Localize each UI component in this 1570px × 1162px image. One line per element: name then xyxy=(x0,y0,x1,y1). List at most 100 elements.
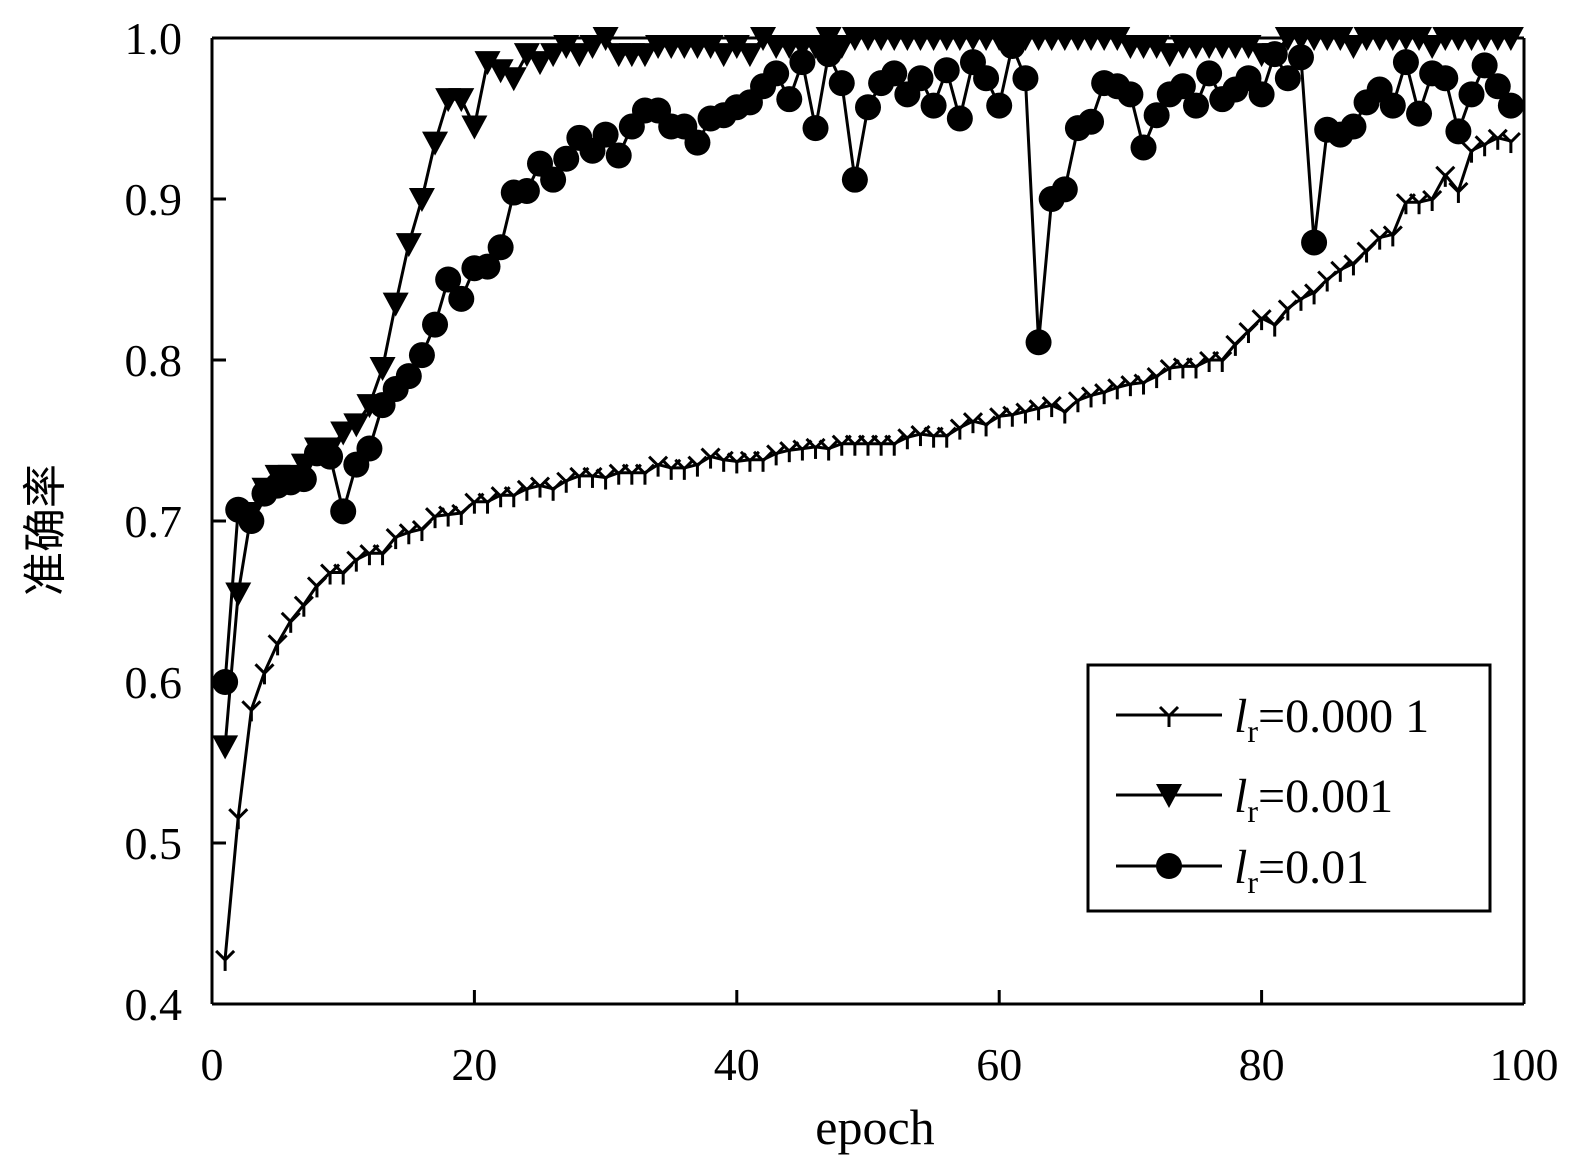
y-tick-label: 0.5 xyxy=(125,818,183,869)
data-point xyxy=(477,492,498,514)
data-point xyxy=(1274,65,1301,92)
data-point xyxy=(1484,73,1511,100)
data-point xyxy=(802,35,829,60)
data-point xyxy=(317,443,344,470)
data-point xyxy=(408,342,435,369)
data-point xyxy=(527,51,553,76)
data-point xyxy=(212,669,239,695)
data-point xyxy=(841,166,868,193)
data-point xyxy=(385,528,406,550)
x-tick-label: 40 xyxy=(714,1039,760,1090)
data-point xyxy=(1225,334,1246,356)
data-point xyxy=(330,421,357,446)
series-line xyxy=(223,36,1511,747)
data-point xyxy=(212,735,239,760)
data-point xyxy=(1474,135,1495,157)
data-point xyxy=(828,70,855,97)
x-axis-title: epoch xyxy=(815,1099,934,1155)
data-point xyxy=(752,450,774,472)
data-point xyxy=(986,92,1013,119)
data-point xyxy=(1012,65,1039,92)
data-point xyxy=(513,43,540,68)
data-point xyxy=(582,466,603,488)
data-point xyxy=(461,115,488,140)
data-point xyxy=(1143,102,1170,129)
data-point xyxy=(487,234,514,261)
data-point xyxy=(726,452,747,474)
y-tick-label: 0.6 xyxy=(125,657,183,708)
legend-label: lr=0.01 xyxy=(1234,841,1369,900)
data-point xyxy=(1264,315,1285,337)
y-tick-label: 1.0 xyxy=(125,13,183,64)
data-point xyxy=(225,582,252,607)
data-point xyxy=(1356,241,1377,263)
data-point xyxy=(881,60,908,87)
data-point xyxy=(1146,367,1167,389)
data-point xyxy=(1133,373,1154,395)
data-point xyxy=(1408,193,1430,215)
data-point xyxy=(884,434,905,456)
data-point xyxy=(933,57,960,84)
data-point xyxy=(487,59,514,84)
data-point xyxy=(736,43,763,68)
data-point xyxy=(674,458,695,480)
data-point xyxy=(382,292,409,317)
data-point xyxy=(1238,321,1259,344)
data-point xyxy=(1235,35,1262,60)
data-point xyxy=(579,35,606,60)
data-point xyxy=(802,115,829,142)
x-tick-label: 80 xyxy=(1239,1039,1285,1090)
x-tick-label: 100 xyxy=(1490,1039,1559,1090)
data-point xyxy=(1435,165,1456,187)
data-point xyxy=(976,415,997,437)
data-point xyxy=(595,468,616,490)
legend-box xyxy=(1086,663,1492,913)
data-point xyxy=(448,285,475,312)
data-point xyxy=(605,142,632,169)
data-point xyxy=(973,65,1000,92)
data-point xyxy=(293,595,314,617)
data-point xyxy=(1248,81,1275,108)
data-point xyxy=(238,508,265,534)
data-point xyxy=(556,471,577,493)
data-point xyxy=(818,439,839,461)
data-point xyxy=(1290,289,1312,311)
data-point xyxy=(448,88,475,113)
data-point xyxy=(999,33,1026,60)
data-point xyxy=(503,486,524,508)
x-tick-label: 0 xyxy=(201,1039,224,1090)
data-point xyxy=(828,35,855,60)
data-point xyxy=(422,131,449,156)
data-point xyxy=(215,949,236,971)
legend-entry: lr=0.000 1 xyxy=(1116,690,1429,749)
data-point xyxy=(543,479,564,501)
data-point xyxy=(1169,73,1196,100)
y-tick-label: 0.7 xyxy=(125,496,183,547)
axis-ticks: 0 20 40 60 80 100 0.4 0.5 0.6 0.7 0.8 0.9 1.0 xyxy=(125,13,1559,1090)
data-point xyxy=(1117,81,1144,108)
data-point xyxy=(1156,43,1183,68)
data-point xyxy=(920,92,947,119)
data-point xyxy=(1445,118,1472,145)
data-point xyxy=(1025,329,1052,356)
data-point xyxy=(631,43,658,68)
data-point xyxy=(1448,181,1469,203)
data-point xyxy=(1183,92,1209,119)
data-point xyxy=(1419,35,1446,60)
data-point xyxy=(776,86,803,113)
data-point xyxy=(372,544,393,566)
data-point xyxy=(395,233,422,258)
data-point xyxy=(566,43,593,68)
data-point xyxy=(1343,254,1364,276)
data-point xyxy=(805,437,826,459)
data-point xyxy=(1196,60,1223,87)
data-point xyxy=(1317,270,1338,292)
data-point xyxy=(723,35,750,60)
data-point xyxy=(474,51,501,76)
data-point xyxy=(710,43,737,68)
data-point xyxy=(1287,44,1314,71)
data-point xyxy=(540,166,567,193)
data-point xyxy=(697,35,724,60)
series-tick xyxy=(215,128,1521,971)
data-point xyxy=(1277,299,1298,321)
